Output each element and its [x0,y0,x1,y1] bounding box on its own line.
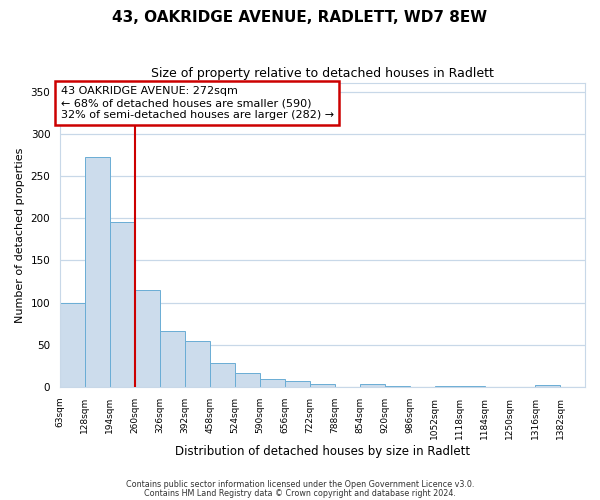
Bar [160,332,185,387]
Text: 43 OAKRIDGE AVENUE: 272sqm
← 68% of detached houses are smaller (590)
32% of sem: 43 OAKRIDGE AVENUE: 272sqm ← 68% of deta… [61,86,334,120]
Bar [460,386,485,387]
Bar [535,384,560,387]
Bar [185,342,210,387]
Bar [134,290,160,387]
Bar [285,381,310,387]
Bar [235,372,260,387]
Bar [60,302,85,387]
Y-axis label: Number of detached properties: Number of detached properties [15,148,25,323]
Bar [310,384,335,387]
Bar [260,378,285,387]
Title: Size of property relative to detached houses in Radlett: Size of property relative to detached ho… [151,68,494,80]
Bar [85,158,110,387]
Bar [360,384,385,387]
X-axis label: Distribution of detached houses by size in Radlett: Distribution of detached houses by size … [175,444,470,458]
Bar [385,386,410,387]
Bar [435,386,460,387]
Bar [210,364,235,387]
Text: Contains public sector information licensed under the Open Government Licence v3: Contains public sector information licen… [126,480,474,489]
Bar [110,222,134,387]
Text: Contains HM Land Registry data © Crown copyright and database right 2024.: Contains HM Land Registry data © Crown c… [144,488,456,498]
Text: 43, OAKRIDGE AVENUE, RADLETT, WD7 8EW: 43, OAKRIDGE AVENUE, RADLETT, WD7 8EW [112,10,488,25]
